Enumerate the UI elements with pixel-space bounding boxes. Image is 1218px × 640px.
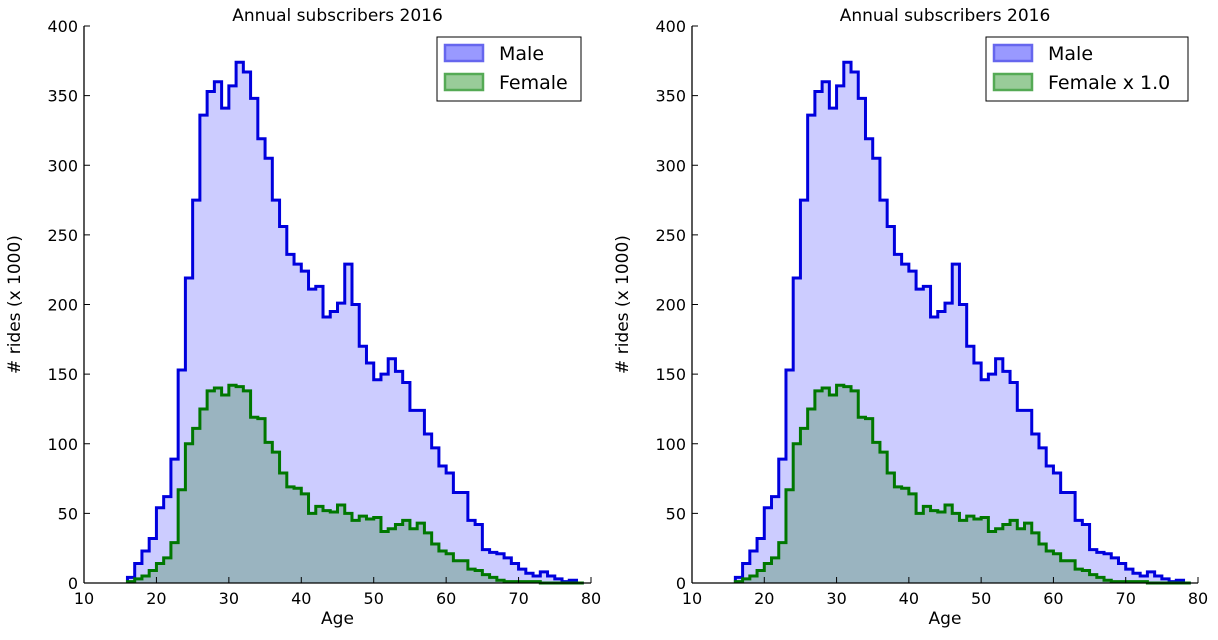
x-tick-label: 60 <box>436 589 456 608</box>
x-tick-label: 60 <box>1043 589 1063 608</box>
y-tick-label: 250 <box>655 226 686 245</box>
x-tick-label: 80 <box>1188 589 1208 608</box>
x-tick-label: 20 <box>146 589 166 608</box>
legend-swatch-2 <box>443 72 485 92</box>
y-tick-label: 0 <box>68 574 78 593</box>
x-tick-label: 20 <box>754 589 774 608</box>
y-tick-label: 400 <box>655 17 686 36</box>
series-2-area <box>127 385 584 583</box>
chart-title: Annual subscribers 2016 <box>232 6 443 26</box>
legend-swatch-2 <box>992 72 1034 92</box>
chart-title: Annual subscribers 2016 <box>840 6 1051 26</box>
y-tick-label: 350 <box>655 87 686 106</box>
y-tick-label: 150 <box>655 365 686 384</box>
series-2-outline <box>733 383 1191 585</box>
x-tick-label: 50 <box>971 589 991 608</box>
x-tick-label: 30 <box>219 589 239 608</box>
x-tick-label: 10 <box>74 589 94 608</box>
chart-panel-2: 0 50 100 150 200 250 300 350 400 10 20 30 40 50 60 70 80… <box>613 6 1208 629</box>
series-2-outline <box>125 383 584 585</box>
y-tick-label: 100 <box>655 435 686 454</box>
x-tick-label: 30 <box>826 589 846 608</box>
y-tick-label: 200 <box>47 296 78 315</box>
legend-swatch-1 <box>443 43 485 63</box>
x-tick-label: 50 <box>364 589 384 608</box>
legend: Male Female x 1.0 <box>985 36 1189 102</box>
x-tick-label: 10 <box>682 589 702 608</box>
y-tick-label: 300 <box>47 156 78 175</box>
x-tick-label: 40 <box>899 589 919 608</box>
legend-label-2: Female <box>499 72 568 94</box>
y-tick-label: 0 <box>676 574 686 593</box>
y-tick-label: 300 <box>655 156 686 175</box>
y-axis-title: # rides (x 1000) <box>613 235 633 374</box>
y-tick-label: 100 <box>47 435 78 454</box>
x-tick-label: 70 <box>508 589 528 608</box>
y-tick-label: 50 <box>58 504 78 523</box>
x-tick-label: 70 <box>1116 589 1136 608</box>
legend-label-2: Female x 1.0 <box>1048 72 1170 94</box>
x-tick-label: 40 <box>291 589 311 608</box>
legend-label-1: Male <box>1048 43 1093 65</box>
y-tick-label: 250 <box>47 226 78 245</box>
legend: Male Female <box>436 36 582 102</box>
x-axis-title: Age <box>321 609 354 629</box>
y-tick-label: 150 <box>47 365 78 384</box>
y-tick-label: 400 <box>47 17 78 36</box>
series-2-area <box>735 385 1191 583</box>
y-tick-label: 350 <box>47 87 78 106</box>
series-1-outline <box>125 60 584 585</box>
legend-label-1: Male <box>499 43 544 65</box>
y-tick-label: 50 <box>666 504 686 523</box>
x-tick-label: 80 <box>581 589 601 608</box>
chart-panel-1: 0 50 100 150 200 250 300 350 400 10 20 30 40 50 60 70 80… <box>5 6 601 629</box>
y-tick-label: 200 <box>655 296 686 315</box>
series-1-outline <box>733 60 1191 585</box>
legend-swatch-1 <box>992 43 1034 63</box>
y-axis-title: # rides (x 1000) <box>5 235 25 374</box>
x-axis-title: Age <box>929 609 962 629</box>
